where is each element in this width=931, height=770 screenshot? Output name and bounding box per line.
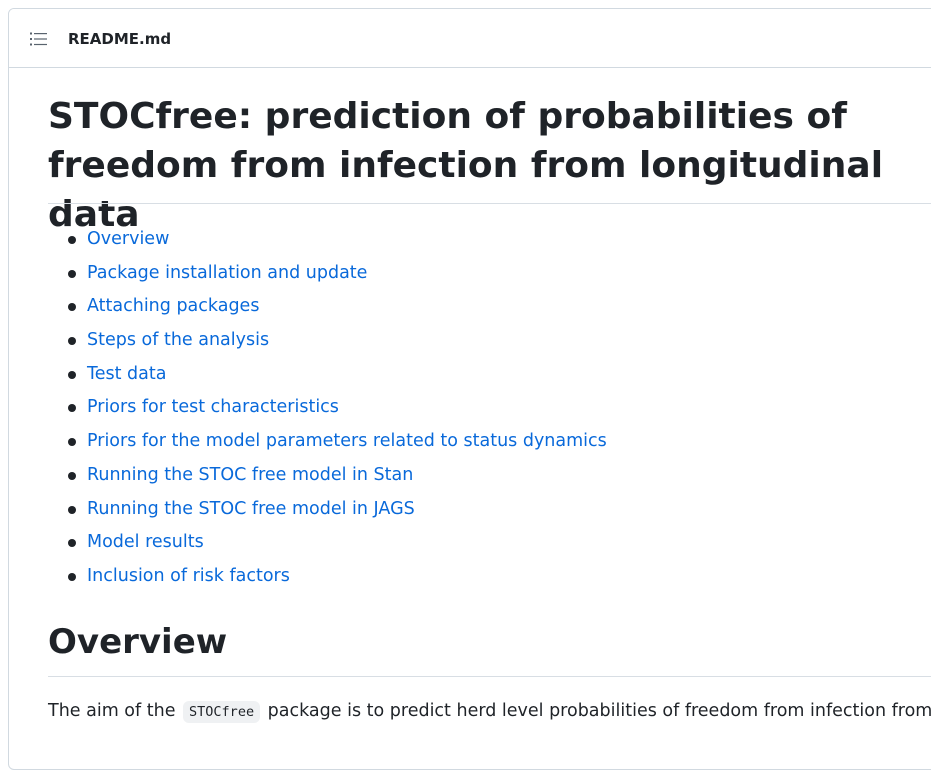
list-item: Test data: [48, 358, 607, 392]
list-unordered-icon[interactable]: [30, 31, 48, 47]
toc-link-overview[interactable]: Overview: [87, 229, 170, 249]
bullet-icon: [68, 572, 76, 581]
table-of-contents: Overview Package installation and update…: [48, 223, 607, 594]
bullet-icon: [68, 303, 76, 312]
toc-link-risk-factors[interactable]: Inclusion of risk factors: [87, 565, 290, 586]
toc-link-stan[interactable]: Running the STOC free model in Stan: [87, 464, 414, 485]
list-item: Inclusion of risk factors: [48, 560, 607, 594]
list-item: Running the STOC free model in JAGS: [48, 493, 607, 527]
overview-divider: [48, 676, 931, 677]
list-item: Steps of the analysis: [48, 324, 607, 358]
toc-link-package-installation[interactable]: Package installation and update: [87, 262, 368, 283]
overview-text-after: package is to predict herd level probabi…: [267, 701, 931, 721]
list-item: Attaching packages: [48, 290, 607, 324]
bullet-icon: [68, 438, 76, 447]
readme-panel: README.md STOCfree: prediction of probab…: [8, 8, 931, 770]
bullet-icon: [68, 505, 76, 514]
bullet-icon: [68, 269, 76, 278]
list-item: Overview: [48, 223, 607, 257]
file-header: README.md: [9, 9, 931, 68]
toc-link-priors-status-dynamics[interactable]: Priors for the model parameters related …: [87, 431, 607, 452]
bullet-icon: [68, 236, 76, 244]
toc-link-jags[interactable]: Running the STOC free model in JAGS: [87, 498, 415, 519]
title-divider: [48, 203, 931, 204]
bullet-icon: [68, 471, 76, 480]
overview-text-before: The aim of the: [48, 701, 176, 721]
list-item: Running the STOC free model in Stan: [48, 459, 607, 493]
page-title: STOCfree: prediction of probabilities of…: [48, 96, 884, 235]
bullet-icon: [68, 337, 76, 346]
package-name-code: STOCfree: [183, 701, 261, 723]
file-name: README.md: [68, 30, 172, 48]
list-item: Package installation and update: [48, 257, 607, 291]
bullet-icon: [68, 539, 76, 548]
toc-link-steps-of-analysis[interactable]: Steps of the analysis: [87, 330, 270, 351]
toc-link-test-data[interactable]: Test data: [87, 363, 167, 384]
toc-link-model-results[interactable]: Model results: [87, 532, 204, 553]
bullet-icon: [68, 370, 76, 379]
list-item: Priors for test characteristics: [48, 391, 607, 425]
overview-heading: Overview: [48, 622, 228, 662]
toc-link-attaching-packages[interactable]: Attaching packages: [87, 296, 260, 317]
list-item: Model results: [48, 526, 607, 560]
list-item: Priors for the model parameters related …: [48, 425, 607, 459]
overview-paragraph: The aim of the STOCfree package is to pr…: [48, 696, 931, 727]
toc-link-priors-test-characteristics[interactable]: Priors for test characteristics: [87, 397, 339, 418]
bullet-icon: [68, 404, 76, 413]
